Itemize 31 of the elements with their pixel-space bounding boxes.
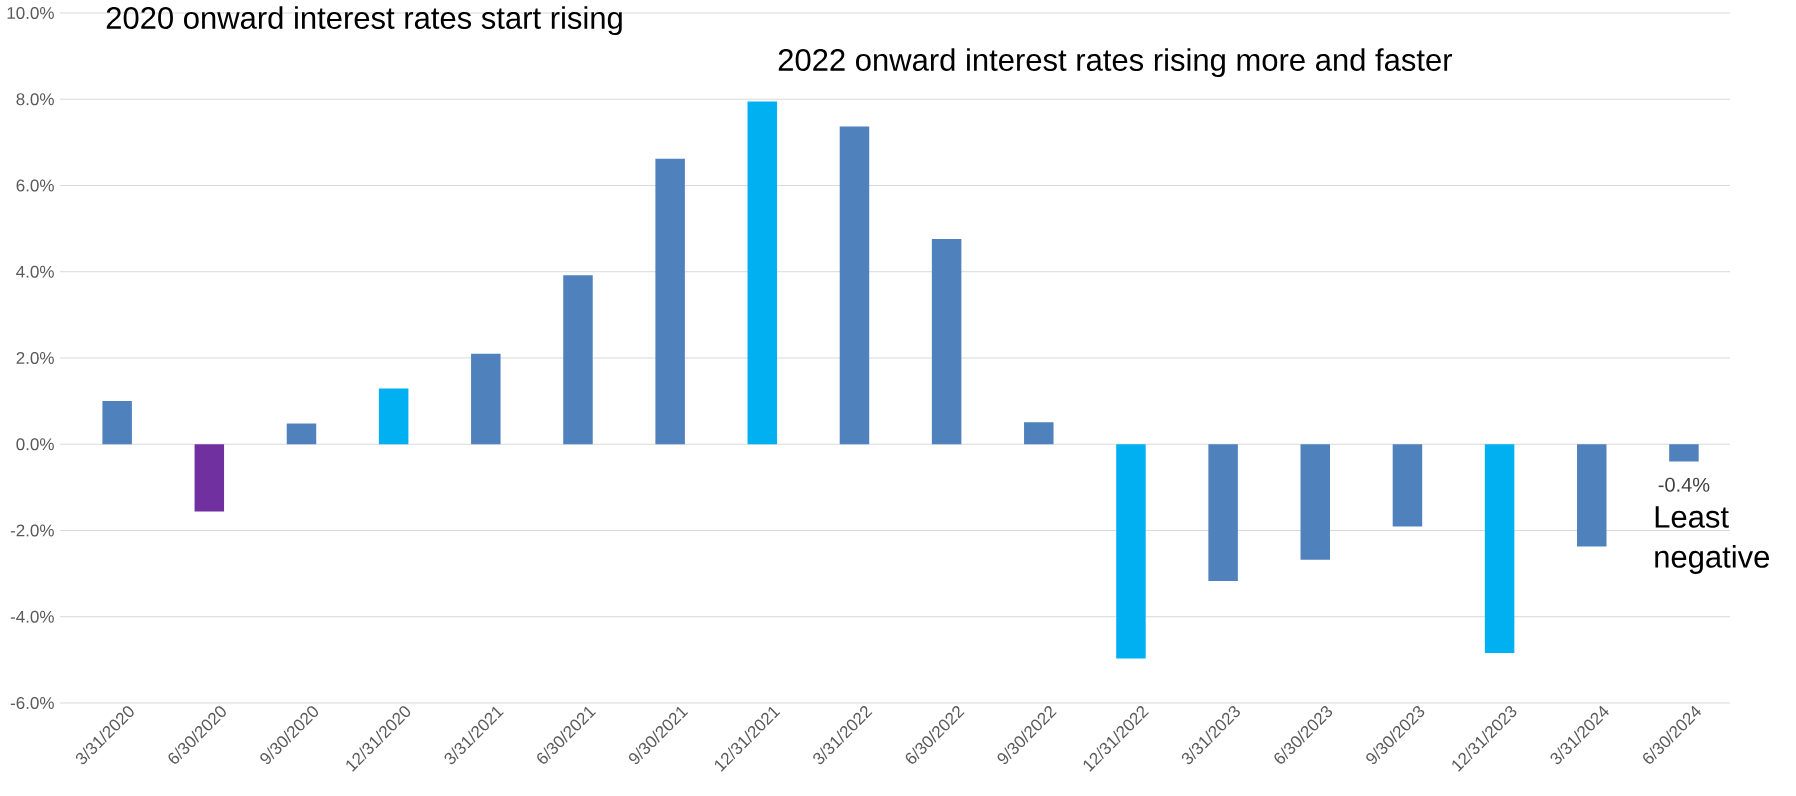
bar bbox=[1669, 444, 1699, 462]
y-tick-label: 4.0% bbox=[16, 265, 54, 278]
bar bbox=[1208, 444, 1238, 581]
bar bbox=[471, 353, 501, 445]
bar bbox=[655, 158, 685, 445]
y-tick-label: -4.0% bbox=[10, 610, 54, 623]
y-tick-label: -6.0% bbox=[10, 696, 54, 710]
y-tick-label: 8.0% bbox=[16, 93, 54, 106]
bar bbox=[102, 401, 132, 445]
bar bbox=[1484, 444, 1515, 653]
bar bbox=[194, 444, 225, 512]
annotation: 2020 onward interest rates start rising bbox=[106, 6, 622, 36]
y-tick-label: 6.0% bbox=[16, 179, 54, 192]
bar bbox=[378, 388, 409, 445]
bar bbox=[931, 238, 962, 445]
bar bbox=[1577, 444, 1607, 547]
y-tick-label: 10.0% bbox=[7, 6, 54, 20]
data-label: -0.4% bbox=[1658, 477, 1710, 492]
annotation: Least negative bbox=[1655, 506, 1770, 574]
bar bbox=[1024, 422, 1054, 445]
bar bbox=[1392, 444, 1423, 527]
bar bbox=[563, 275, 593, 445]
bar bbox=[747, 101, 778, 445]
y-tick-label: -2.0% bbox=[10, 524, 54, 537]
y-tick-label: 2.0% bbox=[16, 351, 54, 365]
bar bbox=[1300, 444, 1331, 560]
bar bbox=[1116, 444, 1146, 659]
bar bbox=[839, 126, 870, 445]
bar bbox=[286, 423, 317, 445]
y-tick-label: 0.0% bbox=[16, 438, 54, 451]
annotation: 2022 onward interest rates rising more and faster bbox=[778, 48, 1453, 78]
